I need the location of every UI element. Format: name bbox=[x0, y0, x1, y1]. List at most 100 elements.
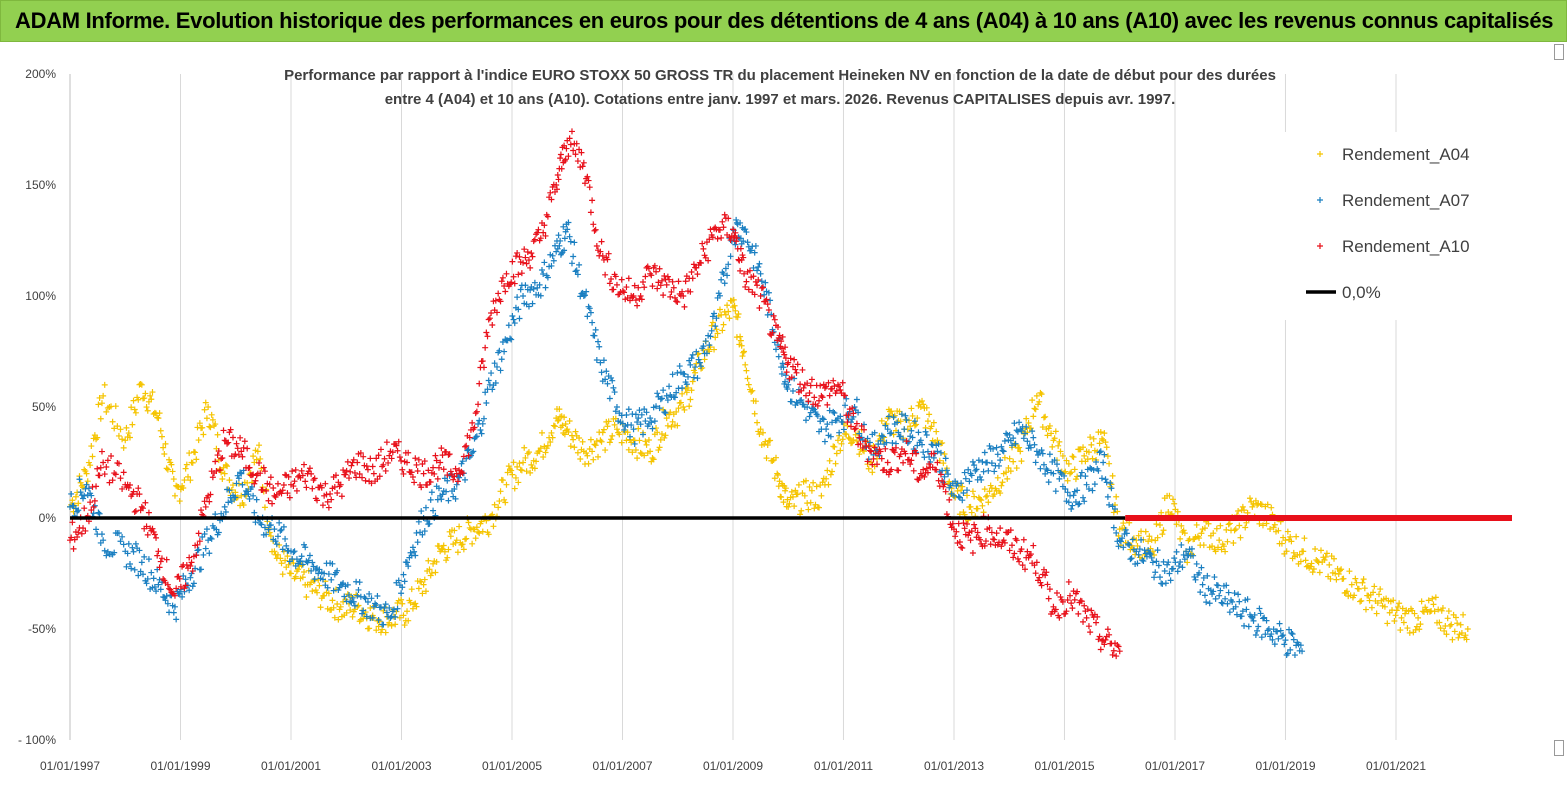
data-point bbox=[1417, 621, 1424, 628]
data-point bbox=[720, 270, 727, 277]
data-point bbox=[337, 603, 344, 610]
data-point bbox=[263, 531, 270, 538]
data-point bbox=[1283, 548, 1290, 555]
data-point bbox=[1396, 600, 1403, 607]
data-point bbox=[440, 542, 447, 549]
data-point bbox=[138, 381, 145, 388]
data-point bbox=[462, 536, 469, 543]
data-point bbox=[784, 385, 791, 392]
data-point bbox=[187, 574, 194, 581]
data-point bbox=[573, 267, 580, 274]
data-point bbox=[404, 608, 411, 615]
data-point bbox=[1030, 413, 1037, 420]
data-point bbox=[346, 592, 353, 599]
data-point bbox=[782, 485, 789, 492]
data-point bbox=[1158, 509, 1165, 516]
data-point bbox=[773, 346, 780, 353]
data-point bbox=[1357, 598, 1364, 605]
data-point bbox=[364, 599, 371, 606]
data-point bbox=[811, 505, 818, 512]
data-point bbox=[595, 453, 602, 460]
data-point bbox=[643, 409, 650, 416]
data-point bbox=[377, 604, 384, 611]
data-point bbox=[422, 588, 429, 595]
data-point bbox=[238, 470, 245, 477]
data-point bbox=[819, 415, 826, 422]
data-point bbox=[1048, 430, 1055, 437]
data-point bbox=[496, 498, 503, 505]
data-point bbox=[151, 584, 158, 591]
data-point bbox=[253, 496, 260, 503]
data-point bbox=[1148, 536, 1155, 543]
data-point bbox=[380, 607, 387, 614]
data-point bbox=[750, 264, 757, 271]
data-point bbox=[755, 263, 762, 270]
data-point bbox=[279, 546, 286, 553]
data-point bbox=[527, 469, 534, 476]
data-point bbox=[649, 455, 656, 462]
data-point bbox=[283, 542, 290, 549]
data-point bbox=[1370, 589, 1377, 596]
data-point bbox=[336, 606, 343, 613]
resize-handle-top[interactable] bbox=[1554, 44, 1564, 60]
data-point bbox=[1314, 558, 1321, 565]
data-point bbox=[1181, 530, 1188, 537]
data-point bbox=[556, 406, 563, 413]
data-point bbox=[640, 431, 647, 438]
data-point bbox=[794, 491, 801, 498]
data-point bbox=[186, 587, 193, 594]
data-point bbox=[557, 237, 564, 244]
data-point bbox=[878, 417, 885, 424]
data-point bbox=[801, 492, 808, 499]
data-point bbox=[883, 439, 890, 446]
data-point bbox=[598, 438, 605, 445]
data-point bbox=[752, 398, 759, 405]
data-point bbox=[89, 453, 96, 460]
data-point bbox=[679, 385, 686, 392]
data-point bbox=[820, 416, 827, 423]
data-point bbox=[430, 560, 437, 567]
data-point bbox=[415, 585, 422, 592]
data-point bbox=[1120, 520, 1127, 527]
data-point bbox=[1308, 560, 1315, 567]
data-point bbox=[737, 337, 744, 344]
data-point bbox=[1085, 449, 1092, 456]
data-point bbox=[839, 436, 846, 443]
data-point bbox=[415, 518, 422, 525]
data-point bbox=[1049, 443, 1056, 450]
data-point bbox=[1302, 557, 1309, 564]
data-point bbox=[1392, 612, 1399, 619]
data-point bbox=[435, 543, 442, 550]
data-point bbox=[775, 483, 782, 490]
data-point bbox=[693, 348, 700, 355]
data-point bbox=[610, 384, 617, 391]
data-point bbox=[732, 307, 739, 314]
data-point bbox=[537, 292, 544, 299]
data-point bbox=[131, 566, 138, 573]
data-point bbox=[292, 573, 299, 580]
data-point bbox=[132, 540, 139, 547]
data-point bbox=[316, 582, 323, 589]
data-point bbox=[463, 535, 470, 542]
resize-handle-bottom[interactable] bbox=[1554, 740, 1564, 756]
data-point bbox=[76, 476, 83, 483]
data-point bbox=[1210, 530, 1217, 537]
data-point bbox=[418, 508, 425, 515]
data-point bbox=[1287, 533, 1294, 540]
data-point bbox=[743, 229, 750, 236]
data-point bbox=[733, 216, 740, 223]
data-point bbox=[1056, 438, 1063, 445]
data-point bbox=[806, 413, 813, 420]
data-point bbox=[653, 403, 660, 410]
data-point bbox=[613, 404, 620, 410]
data-point bbox=[608, 436, 615, 443]
data-point bbox=[1242, 524, 1249, 531]
y-tick-label: - 100% bbox=[18, 733, 56, 747]
data-point bbox=[587, 436, 594, 443]
data-point bbox=[205, 404, 212, 410]
chart-legend[interactable]: Rendement_A04 Rendement_A07 Rendement_A10 0… bbox=[1282, 132, 1512, 320]
data-point bbox=[869, 469, 876, 476]
data-point bbox=[277, 555, 284, 562]
data-point bbox=[722, 265, 729, 272]
data-point bbox=[444, 554, 451, 561]
